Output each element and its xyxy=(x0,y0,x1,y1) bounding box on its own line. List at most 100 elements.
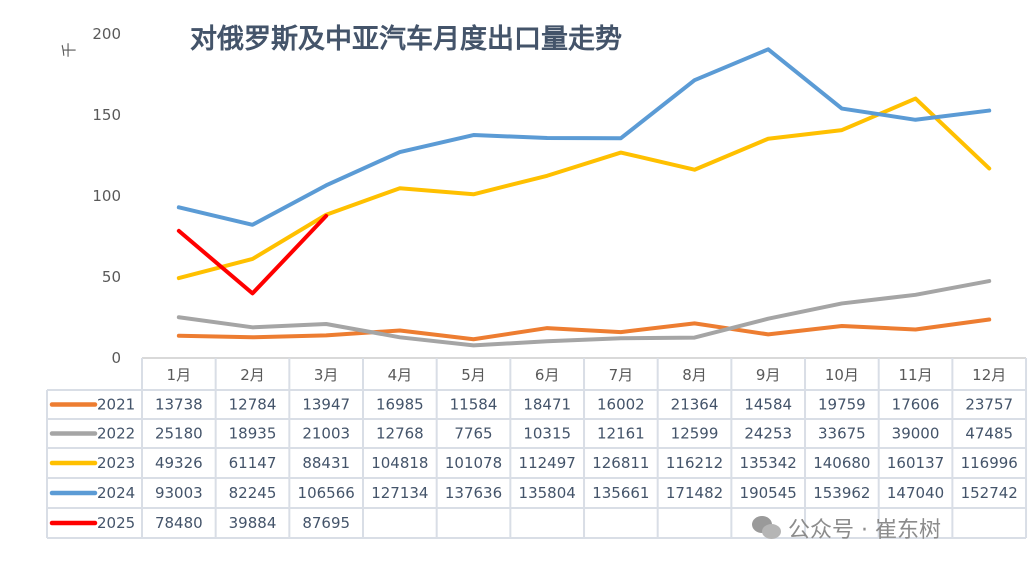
data-point xyxy=(915,98,917,100)
legend-label: 2023 xyxy=(97,454,135,472)
x-tick-label: 6月 xyxy=(535,366,560,384)
y-tick-label: 150 xyxy=(92,106,121,124)
data-point xyxy=(841,302,843,304)
data-point xyxy=(178,206,180,208)
data-point xyxy=(841,108,843,110)
table-cell: 78480 xyxy=(155,514,203,532)
table-cell: 39884 xyxy=(229,514,277,532)
data-point xyxy=(694,322,696,324)
data-point xyxy=(473,134,475,136)
y-tick-label: 50 xyxy=(102,268,121,286)
watermark: 公众号 · 崔东树 xyxy=(752,512,941,544)
data-point xyxy=(546,340,548,342)
data-point xyxy=(988,110,990,112)
wechat-icon xyxy=(752,516,782,540)
table-cell: 24253 xyxy=(744,425,792,443)
series-line-2022 xyxy=(176,279,992,348)
x-tick-label: 2月 xyxy=(240,366,265,384)
table-cell: 23757 xyxy=(965,396,1013,414)
table-cell: 10315 xyxy=(523,425,571,443)
data-point xyxy=(325,334,327,336)
table-cell: 14584 xyxy=(744,396,792,414)
x-tick-label: 9月 xyxy=(756,366,781,384)
table-cell: 127134 xyxy=(371,484,428,502)
data-point xyxy=(252,336,254,338)
table-cell: 106566 xyxy=(298,484,355,502)
data-point xyxy=(694,79,696,81)
data-point xyxy=(620,331,622,333)
table-cell: 12599 xyxy=(671,425,719,443)
table-cell: 82245 xyxy=(229,484,277,502)
x-tick-label: 10月 xyxy=(825,366,859,384)
table-cell: 153962 xyxy=(813,484,870,502)
table-cell: 101078 xyxy=(445,454,502,472)
legend-label: 2022 xyxy=(97,425,135,443)
data-point xyxy=(988,167,990,169)
data-point xyxy=(546,175,548,177)
table-cell: 12784 xyxy=(229,396,277,414)
series-2023 xyxy=(176,96,992,281)
x-tick-label: 8月 xyxy=(682,366,707,384)
table-cell: 18471 xyxy=(523,396,571,414)
y-axis-label: 千 xyxy=(60,42,78,57)
data-point xyxy=(694,169,696,171)
table-cell: 21003 xyxy=(302,425,350,443)
x-tick-label: 1月 xyxy=(167,366,192,384)
data-point xyxy=(252,292,254,294)
data-point xyxy=(178,316,180,318)
data-point xyxy=(252,224,254,226)
table-cell: 116212 xyxy=(666,454,723,472)
series-line-2021 xyxy=(176,317,992,342)
table-cell: 190545 xyxy=(740,484,797,502)
table-cell: 112497 xyxy=(519,454,576,472)
table-cell: 13947 xyxy=(302,396,350,414)
data-point xyxy=(767,333,769,335)
data-point xyxy=(915,119,917,121)
x-tick-label: 5月 xyxy=(461,366,486,384)
data-point xyxy=(399,336,401,338)
x-tick-label: 11月 xyxy=(898,366,932,384)
table-cell: 137636 xyxy=(445,484,502,502)
table-cell: 18935 xyxy=(229,425,277,443)
data-point xyxy=(178,277,180,279)
table-cell: 87695 xyxy=(302,514,350,532)
data-point xyxy=(915,328,917,330)
data-point xyxy=(178,230,180,232)
x-tick-label: 7月 xyxy=(609,366,634,384)
data-point xyxy=(767,138,769,140)
series-2021 xyxy=(176,317,992,342)
data-point xyxy=(620,137,622,139)
table-cell: 140680 xyxy=(813,454,870,472)
data-point xyxy=(546,137,548,139)
data-point xyxy=(620,337,622,339)
data-point xyxy=(325,184,327,186)
table-cell: 93003 xyxy=(155,484,203,502)
table-cell: 12161 xyxy=(597,425,645,443)
table-cell: 152742 xyxy=(961,484,1018,502)
watermark-text: 公众号 · 崔东树 xyxy=(788,518,941,543)
data-point xyxy=(546,327,548,329)
table-cell: 104818 xyxy=(371,454,428,472)
data-point xyxy=(988,319,990,321)
table-cell: 16985 xyxy=(376,396,424,414)
data-point xyxy=(399,329,401,331)
data-point xyxy=(915,294,917,296)
table-cell: 61147 xyxy=(229,454,277,472)
table-cell: 135804 xyxy=(519,484,576,502)
table-cell: 116996 xyxy=(961,454,1018,472)
table-cell: 126811 xyxy=(592,454,649,472)
data-point xyxy=(841,325,843,327)
table-cell: 135661 xyxy=(592,484,649,502)
chart-title: 对俄罗斯及中亚汽车月度出口量走势 xyxy=(190,23,622,55)
data-point xyxy=(325,323,327,325)
legend-label: 2025 xyxy=(97,514,135,532)
y-tick-label: 0 xyxy=(111,349,121,367)
table-cell: 147040 xyxy=(887,484,944,502)
y-tick-label: 100 xyxy=(92,187,121,205)
series-line-2023 xyxy=(176,96,992,281)
data-point xyxy=(694,337,696,339)
table-cell: 47485 xyxy=(965,425,1013,443)
legend-label: 2021 xyxy=(97,396,135,414)
data-point xyxy=(252,326,254,328)
